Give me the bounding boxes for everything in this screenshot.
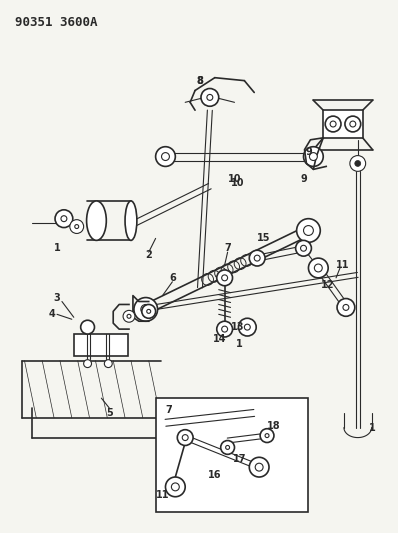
Circle shape	[201, 88, 219, 106]
Circle shape	[104, 360, 112, 368]
Text: 10: 10	[228, 174, 241, 184]
Text: 8: 8	[197, 76, 203, 86]
Circle shape	[84, 360, 92, 368]
Text: 1: 1	[369, 423, 376, 433]
Text: 8: 8	[197, 76, 203, 86]
Circle shape	[162, 152, 170, 160]
Circle shape	[147, 309, 151, 313]
Circle shape	[222, 275, 228, 281]
Ellipse shape	[87, 201, 106, 240]
Circle shape	[308, 258, 328, 278]
Text: 11: 11	[336, 260, 350, 270]
Bar	[156, 398, 308, 512]
Circle shape	[296, 240, 311, 256]
Text: 3: 3	[54, 293, 60, 303]
Text: 9: 9	[300, 174, 307, 184]
Ellipse shape	[125, 201, 137, 240]
Circle shape	[207, 94, 213, 100]
Circle shape	[337, 298, 355, 316]
Circle shape	[217, 270, 232, 286]
Circle shape	[265, 434, 269, 438]
Text: 4: 4	[49, 309, 55, 319]
Circle shape	[81, 320, 94, 334]
Circle shape	[309, 152, 317, 160]
Text: 12: 12	[322, 280, 335, 290]
Circle shape	[222, 326, 228, 332]
Circle shape	[123, 310, 135, 322]
Circle shape	[70, 220, 84, 233]
Circle shape	[255, 463, 263, 471]
Circle shape	[142, 304, 156, 318]
Text: 6: 6	[169, 273, 176, 283]
Circle shape	[127, 314, 131, 318]
Circle shape	[156, 147, 176, 166]
Text: 17: 17	[233, 454, 246, 464]
Circle shape	[226, 446, 230, 449]
Text: 13: 13	[231, 322, 244, 332]
Circle shape	[134, 297, 158, 321]
Circle shape	[221, 441, 234, 454]
Circle shape	[343, 304, 349, 310]
Text: 16: 16	[208, 470, 222, 480]
Circle shape	[249, 457, 269, 477]
Circle shape	[217, 321, 232, 337]
Text: 2: 2	[145, 250, 152, 260]
Circle shape	[345, 116, 361, 132]
Text: 7: 7	[224, 243, 231, 253]
Circle shape	[55, 210, 73, 228]
Circle shape	[297, 219, 320, 243]
Circle shape	[330, 121, 336, 127]
Circle shape	[244, 324, 250, 330]
Circle shape	[355, 160, 361, 166]
Circle shape	[325, 116, 341, 132]
Circle shape	[249, 250, 265, 266]
Circle shape	[304, 147, 323, 166]
Text: 11: 11	[156, 490, 169, 500]
Circle shape	[141, 304, 151, 314]
Circle shape	[260, 429, 274, 442]
Text: 15: 15	[258, 233, 271, 244]
Circle shape	[75, 224, 79, 229]
Text: 10: 10	[231, 178, 244, 188]
Circle shape	[300, 245, 306, 251]
Text: 1: 1	[236, 339, 243, 349]
Circle shape	[61, 216, 67, 222]
Text: 14: 14	[213, 334, 226, 344]
Circle shape	[172, 483, 179, 491]
Text: 90351 3600A: 90351 3600A	[15, 15, 97, 29]
Text: 9: 9	[305, 147, 312, 157]
Bar	[74, 334, 128, 356]
Circle shape	[350, 121, 356, 127]
Circle shape	[254, 255, 260, 261]
Bar	[323, 110, 363, 138]
Text: 18: 18	[267, 421, 281, 431]
Circle shape	[350, 156, 366, 171]
Circle shape	[177, 430, 193, 446]
Text: 1: 1	[54, 243, 60, 253]
Text: 7: 7	[165, 405, 172, 415]
Circle shape	[182, 434, 188, 441]
Circle shape	[314, 264, 322, 272]
Circle shape	[166, 477, 185, 497]
Circle shape	[238, 318, 256, 336]
Circle shape	[304, 225, 313, 236]
Text: 5: 5	[106, 408, 113, 418]
